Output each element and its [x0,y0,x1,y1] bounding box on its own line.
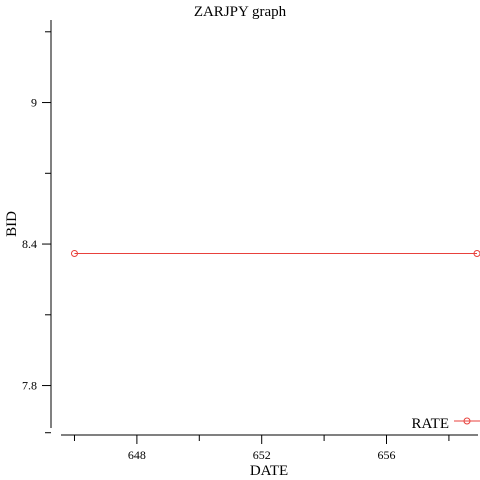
x-axis-title: DATE [250,463,288,479]
data-point [473,249,480,257]
series-layer [70,249,480,257]
y-axis: 7.8 8.4 9 [22,20,52,434]
x-tick-label: 656 [378,448,396,462]
x-axis: 648 652 656 [61,434,478,462]
x-tick-label: 652 [253,448,271,462]
legend: RATE [412,416,480,432]
x-tick-label: 648 [128,448,146,462]
y-tick-label: 8.4 [22,237,37,251]
y-tick-label: 7.8 [22,379,37,393]
y-tick-label: 9 [31,96,37,110]
x-ticks: 648 652 656 [73,435,450,462]
legend-label-rate: RATE [412,416,450,432]
legend-swatch-marker [463,417,471,425]
y-ticks: 7.8 8.4 9 [22,31,51,434]
chart-title: ZARJPY graph [194,4,287,20]
y-axis-title: BID [4,211,20,237]
data-point [70,249,78,257]
